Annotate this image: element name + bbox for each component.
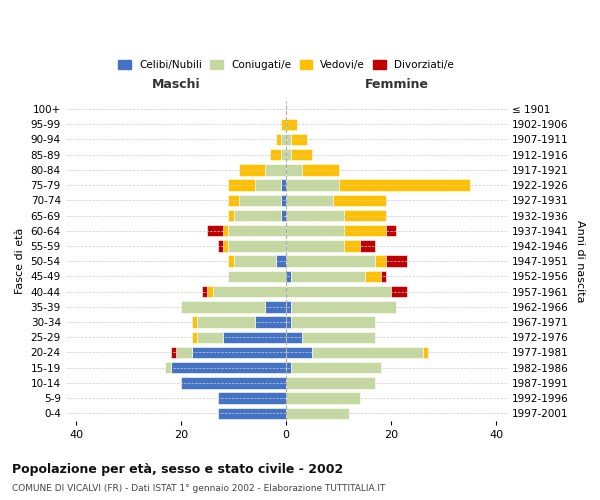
Bar [181,377,286,388]
Text: Femmine: Femmine [364,78,428,90]
Bar [239,194,281,206]
Bar [218,392,286,404]
Text: COMUNE DI VICALVI (FR) - Dati ISTAT 1° gennaio 2002 - Elaborazione TUTTITALIA.IT: COMUNE DI VICALVI (FR) - Dati ISTAT 1° g… [12,484,385,493]
Bar [265,164,286,175]
Bar [286,256,376,267]
Bar [286,164,302,175]
Bar [229,194,239,206]
Y-axis label: Fasce di età: Fasce di età [15,228,25,294]
Bar [286,225,344,236]
Bar [313,347,423,358]
Bar [254,316,286,328]
Bar [223,225,229,236]
Bar [170,347,176,358]
Bar [292,316,376,328]
Bar [212,286,286,298]
Bar [281,210,286,221]
Y-axis label: Anni di nascita: Anni di nascita [575,220,585,302]
Bar [191,347,286,358]
Bar [223,240,229,252]
Bar [170,362,286,374]
Bar [233,210,281,221]
Bar [292,270,365,282]
Bar [176,347,191,358]
Bar [202,286,208,298]
Bar [386,256,407,267]
Bar [265,301,286,312]
Bar [197,332,223,343]
Bar [223,332,286,343]
Bar [386,225,397,236]
Bar [360,240,376,252]
Bar [286,286,391,298]
Bar [292,362,381,374]
Bar [286,377,376,388]
Bar [218,240,223,252]
Bar [281,180,286,191]
Bar [166,362,170,374]
Bar [271,149,281,160]
Bar [281,194,286,206]
Bar [229,180,254,191]
Bar [286,301,292,312]
Bar [286,332,302,343]
Bar [292,301,397,312]
Bar [365,270,381,282]
Bar [208,286,212,298]
Bar [286,134,292,145]
Bar [229,240,286,252]
Bar [334,194,386,206]
Bar [344,225,386,236]
Bar [181,301,265,312]
Bar [286,270,292,282]
Bar [239,164,265,175]
Bar [275,256,286,267]
Bar [339,180,470,191]
Bar [423,347,428,358]
Text: Popolazione per età, sesso e stato civile - 2002: Popolazione per età, sesso e stato civil… [12,462,343,475]
Bar [376,256,386,267]
Bar [344,210,386,221]
Bar [281,118,286,130]
Bar [381,270,386,282]
Bar [302,164,339,175]
Bar [286,240,344,252]
Bar [229,270,286,282]
Bar [286,180,339,191]
Bar [292,134,307,145]
Text: Maschi: Maschi [152,78,200,90]
Bar [286,316,292,328]
Legend: Celibi/Nubili, Coniugati/e, Vedovi/e, Divorziati/e: Celibi/Nubili, Coniugati/e, Vedovi/e, Di… [114,56,458,74]
Bar [391,286,407,298]
Bar [191,332,197,343]
Bar [286,149,292,160]
Bar [286,408,349,419]
Bar [344,240,360,252]
Bar [281,149,286,160]
Bar [275,134,281,145]
Bar [197,316,254,328]
Bar [191,316,197,328]
Bar [229,225,286,236]
Bar [218,408,286,419]
Bar [286,347,313,358]
Bar [229,210,233,221]
Bar [286,210,344,221]
Bar [302,332,376,343]
Bar [229,256,233,267]
Bar [286,118,296,130]
Bar [281,134,286,145]
Bar [208,225,223,236]
Bar [254,180,281,191]
Bar [286,194,334,206]
Bar [292,149,313,160]
Bar [233,256,275,267]
Bar [286,392,360,404]
Bar [286,362,292,374]
